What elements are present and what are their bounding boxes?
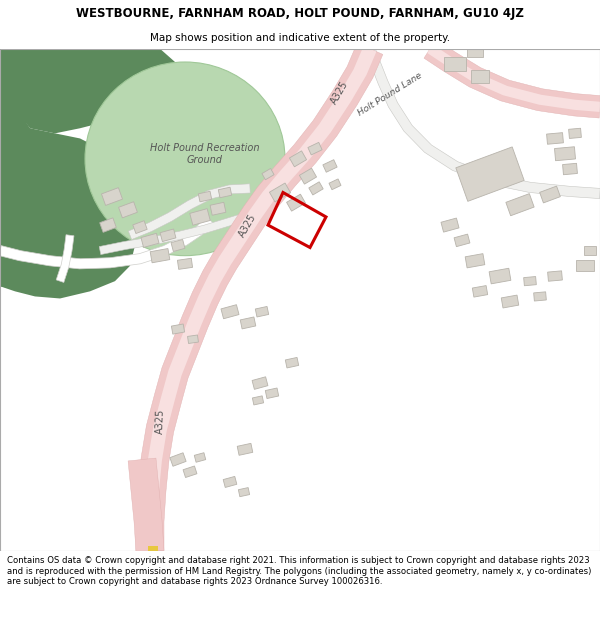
Polygon shape: [465, 254, 485, 268]
Polygon shape: [569, 128, 581, 139]
Polygon shape: [143, 46, 376, 551]
Polygon shape: [539, 186, 560, 203]
Polygon shape: [178, 258, 193, 269]
Polygon shape: [265, 388, 279, 399]
Polygon shape: [188, 335, 199, 344]
Polygon shape: [252, 377, 268, 389]
Polygon shape: [56, 235, 74, 282]
Polygon shape: [148, 546, 158, 551]
Polygon shape: [472, 286, 488, 297]
Polygon shape: [183, 466, 197, 478]
Text: Holt Pound Lane: Holt Pound Lane: [356, 71, 424, 118]
Polygon shape: [171, 239, 185, 251]
Polygon shape: [308, 142, 322, 155]
Polygon shape: [99, 213, 246, 254]
Polygon shape: [563, 163, 577, 175]
Polygon shape: [150, 249, 170, 262]
Polygon shape: [221, 305, 239, 319]
Polygon shape: [0, 49, 135, 299]
Text: A325: A325: [329, 79, 350, 106]
Polygon shape: [329, 179, 341, 190]
Polygon shape: [444, 57, 466, 71]
Polygon shape: [501, 295, 519, 308]
Polygon shape: [289, 151, 307, 167]
Polygon shape: [424, 39, 600, 118]
Polygon shape: [467, 47, 483, 57]
Polygon shape: [172, 324, 185, 334]
Polygon shape: [194, 452, 206, 462]
Polygon shape: [506, 194, 534, 216]
Polygon shape: [533, 292, 547, 301]
Polygon shape: [237, 443, 253, 455]
Text: Holt Pound Recreation
Ground: Holt Pound Recreation Ground: [150, 143, 260, 164]
Polygon shape: [471, 69, 489, 83]
Text: A325: A325: [238, 212, 259, 239]
Polygon shape: [309, 182, 323, 195]
Polygon shape: [576, 260, 594, 271]
Text: Map shows position and indicative extent of the property.: Map shows position and indicative extent…: [150, 33, 450, 43]
Polygon shape: [253, 396, 263, 405]
Text: WESTBOURNE, FARNHAM ROAD, HOLT POUND, FARNHAM, GU10 4JZ: WESTBOURNE, FARNHAM ROAD, HOLT POUND, FA…: [76, 7, 524, 20]
Polygon shape: [365, 47, 600, 199]
Text: Contains OS data © Crown copyright and database right 2021. This information is : Contains OS data © Crown copyright and d…: [7, 556, 592, 586]
Polygon shape: [238, 488, 250, 497]
Polygon shape: [141, 233, 159, 248]
Polygon shape: [441, 218, 459, 232]
Text: A325: A325: [155, 408, 166, 434]
Polygon shape: [223, 476, 237, 488]
Polygon shape: [547, 132, 563, 144]
Polygon shape: [101, 188, 122, 206]
Polygon shape: [133, 221, 147, 234]
Polygon shape: [269, 183, 290, 202]
Polygon shape: [198, 191, 212, 202]
Polygon shape: [427, 44, 600, 112]
Polygon shape: [240, 317, 256, 329]
Polygon shape: [524, 276, 536, 286]
Polygon shape: [285, 357, 299, 368]
Polygon shape: [218, 188, 232, 198]
Polygon shape: [170, 452, 186, 466]
Polygon shape: [262, 169, 274, 180]
Polygon shape: [323, 159, 337, 172]
Polygon shape: [160, 229, 176, 241]
Polygon shape: [489, 268, 511, 284]
Polygon shape: [299, 168, 317, 184]
Polygon shape: [128, 458, 164, 552]
Polygon shape: [0, 49, 25, 154]
Polygon shape: [0, 128, 120, 291]
Polygon shape: [454, 234, 470, 247]
Polygon shape: [554, 147, 575, 161]
Polygon shape: [456, 147, 524, 201]
Polygon shape: [190, 209, 210, 225]
Polygon shape: [584, 246, 596, 254]
Polygon shape: [0, 49, 180, 133]
Polygon shape: [128, 184, 250, 239]
Polygon shape: [255, 306, 269, 317]
Ellipse shape: [85, 62, 285, 256]
Polygon shape: [0, 49, 5, 154]
Polygon shape: [0, 216, 214, 269]
Polygon shape: [136, 43, 383, 551]
Polygon shape: [119, 202, 137, 218]
Polygon shape: [287, 194, 305, 211]
Polygon shape: [100, 218, 116, 232]
Polygon shape: [548, 271, 562, 281]
Polygon shape: [210, 202, 226, 215]
